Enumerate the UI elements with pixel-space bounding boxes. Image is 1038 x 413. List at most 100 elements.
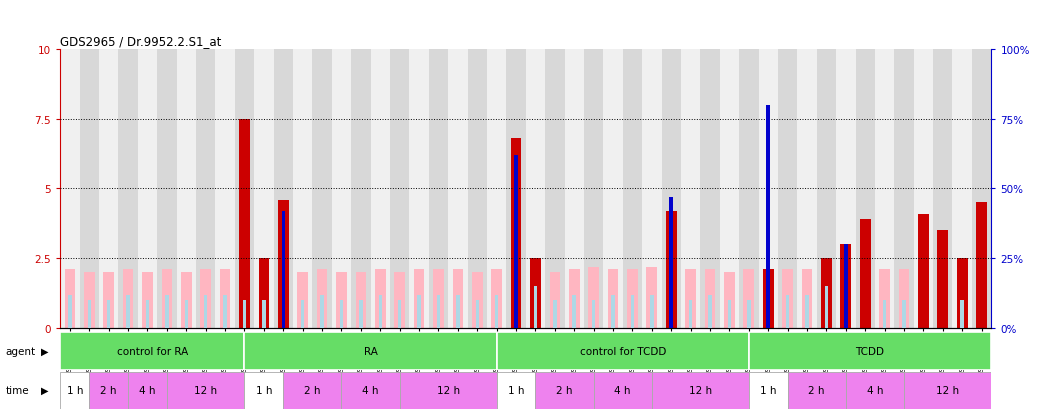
Bar xyxy=(223,295,227,328)
Bar xyxy=(611,295,614,328)
Bar xyxy=(549,273,561,328)
Bar xyxy=(725,273,735,328)
Text: 12 h: 12 h xyxy=(194,385,217,395)
Bar xyxy=(200,270,211,328)
Bar xyxy=(181,273,192,328)
Text: 12 h: 12 h xyxy=(437,385,460,395)
Bar xyxy=(817,50,837,328)
Text: 1 h: 1 h xyxy=(508,385,524,395)
Bar xyxy=(530,259,541,328)
Text: TCDD: TCDD xyxy=(855,346,884,356)
Bar xyxy=(643,50,661,328)
Bar xyxy=(797,50,817,328)
Text: 4 h: 4 h xyxy=(362,385,379,395)
Bar xyxy=(511,139,521,328)
Bar xyxy=(84,273,94,328)
Text: 2 h: 2 h xyxy=(556,385,573,395)
Text: 2 h: 2 h xyxy=(809,385,825,395)
Bar xyxy=(681,50,701,328)
Bar xyxy=(899,270,909,328)
Bar xyxy=(594,372,652,409)
Text: 1 h: 1 h xyxy=(66,385,83,395)
Bar xyxy=(196,50,216,328)
Bar xyxy=(245,332,496,370)
Bar xyxy=(491,270,502,328)
Bar xyxy=(824,287,828,328)
Bar xyxy=(122,270,134,328)
Bar xyxy=(339,301,344,328)
Bar xyxy=(918,214,929,328)
Bar xyxy=(536,372,594,409)
Bar xyxy=(821,259,831,328)
Bar xyxy=(398,301,402,328)
Bar xyxy=(336,273,347,328)
Bar xyxy=(176,50,196,328)
Bar xyxy=(400,372,496,409)
Bar xyxy=(647,267,657,328)
Bar xyxy=(80,50,99,328)
Bar xyxy=(167,372,245,409)
Bar xyxy=(145,301,149,328)
Bar xyxy=(841,244,851,328)
Text: time: time xyxy=(5,385,29,395)
Bar xyxy=(788,372,846,409)
Bar xyxy=(739,50,759,328)
Bar xyxy=(429,50,448,328)
Bar xyxy=(165,295,168,328)
Bar xyxy=(685,270,695,328)
Bar xyxy=(127,295,130,328)
Bar xyxy=(239,119,250,328)
Bar xyxy=(701,50,719,328)
Bar xyxy=(254,50,274,328)
Bar xyxy=(414,270,425,328)
Bar xyxy=(837,50,855,328)
Bar xyxy=(777,50,797,328)
Bar xyxy=(379,295,382,328)
Text: GDS2965 / Dr.9952.2.S1_at: GDS2965 / Dr.9952.2.S1_at xyxy=(60,36,221,48)
Bar xyxy=(138,50,157,328)
Bar xyxy=(569,270,579,328)
Bar xyxy=(953,50,972,328)
Bar xyxy=(293,50,312,328)
Bar xyxy=(855,50,875,328)
Bar xyxy=(957,259,967,328)
Bar xyxy=(904,372,991,409)
Bar xyxy=(185,301,188,328)
Bar xyxy=(603,50,623,328)
Bar xyxy=(496,332,748,370)
Text: 1 h: 1 h xyxy=(760,385,776,395)
Bar xyxy=(748,372,788,409)
Text: control for RA: control for RA xyxy=(116,346,188,356)
Text: 4 h: 4 h xyxy=(139,385,156,395)
Text: RA: RA xyxy=(363,346,378,356)
Bar xyxy=(417,295,420,328)
Bar xyxy=(623,50,643,328)
Bar xyxy=(748,332,991,370)
Bar xyxy=(786,295,789,328)
Bar xyxy=(650,295,654,328)
Bar xyxy=(766,105,770,328)
Bar xyxy=(351,50,371,328)
Bar xyxy=(565,50,584,328)
Bar xyxy=(879,270,890,328)
Text: 1 h: 1 h xyxy=(255,385,272,395)
Bar xyxy=(534,287,538,328)
Bar xyxy=(258,259,269,328)
Bar xyxy=(312,50,332,328)
Bar xyxy=(846,372,904,409)
Bar xyxy=(972,50,991,328)
Bar xyxy=(652,372,748,409)
Bar xyxy=(895,50,913,328)
Bar xyxy=(89,372,128,409)
Text: ▶: ▶ xyxy=(40,346,49,356)
Bar xyxy=(913,50,933,328)
Bar xyxy=(142,273,153,328)
Bar xyxy=(487,50,507,328)
Bar xyxy=(332,50,351,328)
Bar xyxy=(743,270,755,328)
Bar xyxy=(274,50,293,328)
Bar xyxy=(283,372,342,409)
Bar xyxy=(235,50,254,328)
Bar xyxy=(220,270,230,328)
Bar xyxy=(805,295,809,328)
